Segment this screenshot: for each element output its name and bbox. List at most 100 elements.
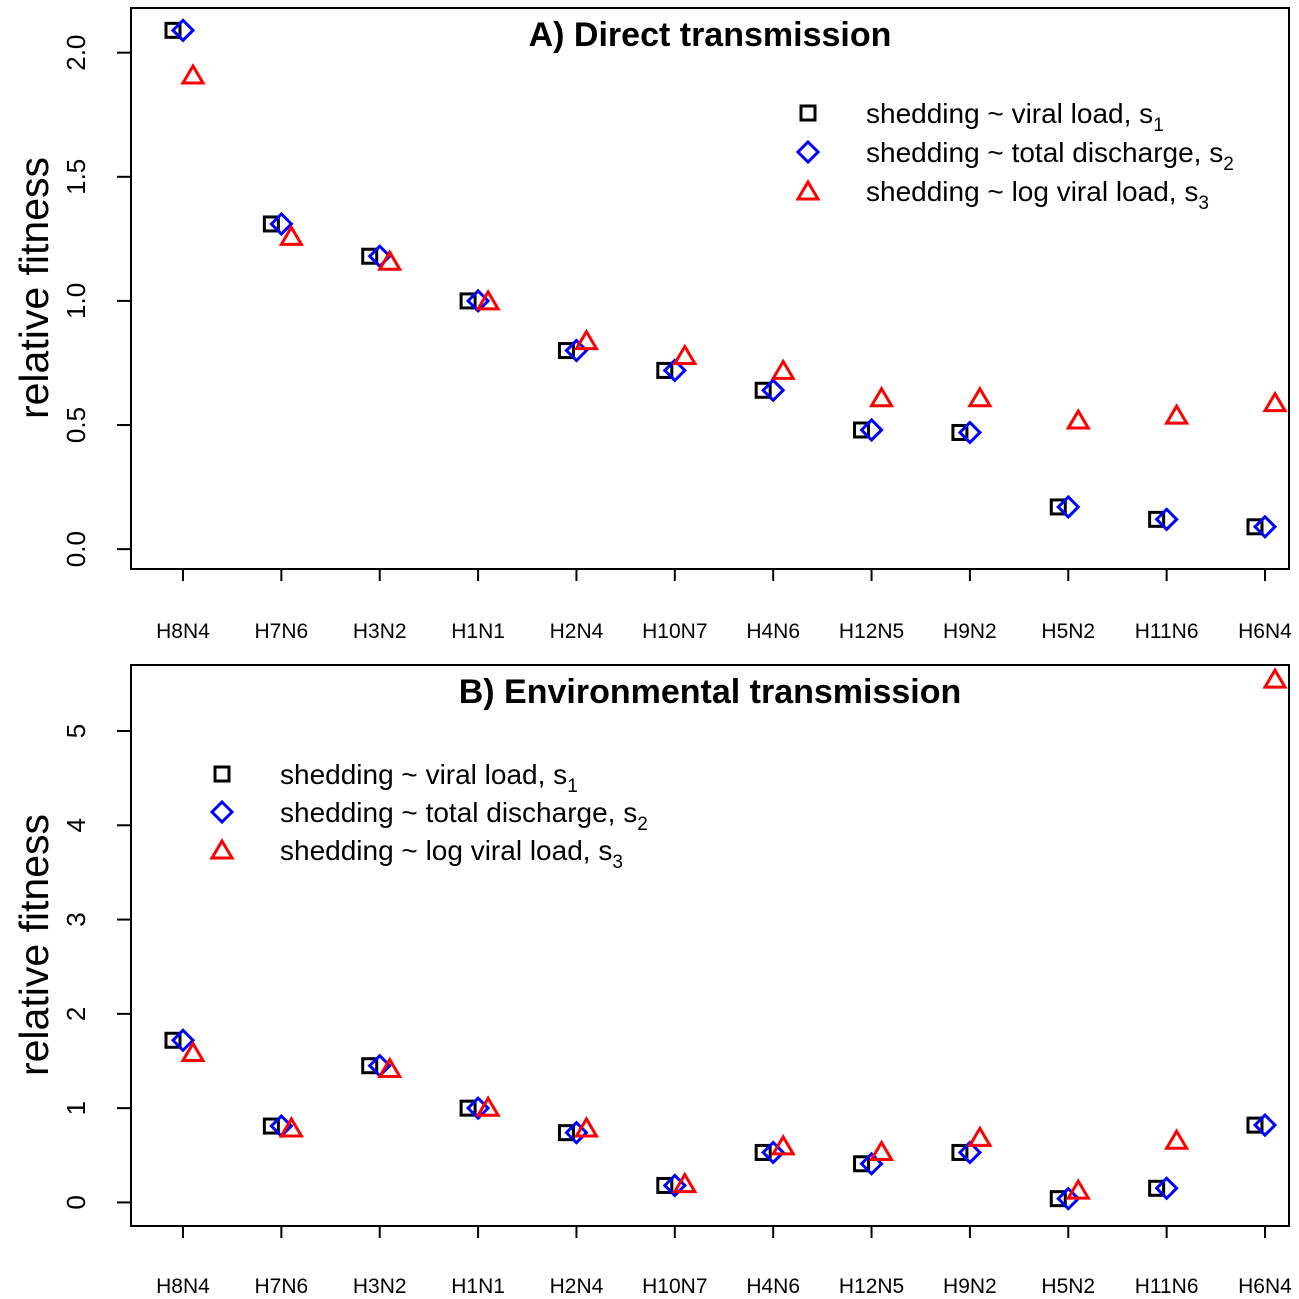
- legend-marker-triangle: [795, 179, 821, 201]
- legend-label: shedding ~ total discharge, s2: [866, 137, 1234, 175]
- y-tick-label: 1: [61, 1101, 91, 1115]
- legend-label-subscript: 2: [1223, 154, 1234, 175]
- legend-label-subscript: 1: [567, 776, 578, 797]
- point-triangle-H7N6: [278, 224, 304, 246]
- point-triangle-H3N2: [377, 249, 403, 271]
- point-square-H8N4: [164, 21, 182, 39]
- point-triangle-H9N2: [967, 385, 993, 408]
- point-triangle-H8N4: [180, 1040, 206, 1063]
- point-diamond-H9N2: [957, 420, 983, 445]
- point-square-H6N4: [1246, 1116, 1264, 1134]
- legend-label-subscript: 3: [1198, 193, 1209, 214]
- x-tick-label: H12N5: [839, 620, 904, 643]
- point-triangle-H12N5: [868, 1139, 895, 1162]
- y-tick-label: 4: [61, 818, 91, 832]
- y-tick-label: 0.5: [61, 407, 91, 443]
- legend-label: shedding ~ viral load, s1: [866, 98, 1164, 136]
- point-triangle-H12N5: [868, 385, 895, 408]
- point-triangle-H5N2: [1065, 1178, 1091, 1200]
- legend-label-text: shedding ~ log viral load, s: [866, 176, 1198, 207]
- point-diamond-H3N2: [367, 244, 392, 269]
- point-triangle-H7N6: [278, 1115, 304, 1138]
- point-diamond-H2N4: [564, 1120, 589, 1145]
- y-axis-label: relative fitness: [11, 814, 57, 1076]
- data-points: [164, 18, 1288, 539]
- legend-marker-square: [213, 765, 231, 783]
- data-points: [164, 667, 1288, 1211]
- legend-label: shedding ~ log viral load, s3: [866, 176, 1209, 214]
- x-tick-label: H1N1: [451, 1275, 505, 1298]
- x-tick-label: H7N6: [255, 620, 309, 643]
- point-square-H5N2: [1049, 1190, 1067, 1208]
- x-tick-label: H1N1: [451, 620, 505, 643]
- point-triangle-H1N1: [475, 288, 501, 311]
- panel-direct-transmission: A) Direct transmission relative fitness …: [11, 7, 1292, 643]
- point-square-H10N7: [656, 361, 674, 379]
- point-square-H10N7: [656, 1176, 674, 1194]
- point-triangle-H5N2: [1065, 408, 1091, 430]
- x-tick-label: H2N4: [550, 1275, 604, 1298]
- point-diamond-H11N6: [1154, 1176, 1179, 1201]
- x-tick-label: H5N2: [1041, 1275, 1095, 1298]
- point-diamond-H11N6: [1154, 507, 1179, 532]
- point-triangle-H1N1: [475, 1095, 501, 1117]
- point-square-H9N2: [951, 1143, 969, 1161]
- y-tick-label: 5: [61, 724, 91, 738]
- point-triangle-H4N6: [770, 358, 796, 380]
- y-tick-label: 0: [61, 1195, 91, 1209]
- point-triangle-H2N4: [573, 1115, 600, 1138]
- legend-label-text: shedding ~ viral load, s: [280, 759, 567, 790]
- y-tick-label: 0.0: [61, 531, 91, 567]
- x-tick-label: H3N2: [353, 620, 407, 643]
- point-triangle-H8N4: [180, 63, 206, 85]
- legend-label-text: shedding ~ total discharge, s: [866, 137, 1223, 168]
- x-tick-label: H6N4: [1238, 1275, 1292, 1298]
- x-tick-label: H11N6: [1135, 620, 1199, 643]
- point-triangle-H10N7: [672, 343, 698, 366]
- point-diamond-H4N6: [761, 1140, 786, 1165]
- point-diamond-H7N6: [269, 211, 294, 237]
- point-square-H9N2: [951, 423, 969, 441]
- x-tick-label: H9N2: [943, 620, 997, 643]
- point-square-H3N2: [361, 247, 379, 265]
- plot-frame: [130, 664, 1290, 1227]
- x-tick-label: H4N6: [746, 620, 800, 643]
- point-diamond-H8N4: [170, 1028, 196, 1053]
- x-tick-label: H8N4: [156, 1275, 210, 1298]
- y-tick-label: 1.5: [61, 159, 91, 195]
- y-axis: 0 1 2 3 4 5: [61, 724, 132, 1210]
- point-square-H7N6: [262, 215, 280, 233]
- x-tick-label: H11N6: [1135, 1275, 1199, 1298]
- point-triangle-H6N4: [1262, 667, 1288, 689]
- x-tick-label: H10N7: [642, 620, 707, 643]
- legend-marker-square: [799, 104, 817, 122]
- y-axis: 0.0 0.5 1.0 1.5 2.0: [61, 35, 132, 567]
- x-tick-label: H3N2: [353, 1275, 407, 1298]
- point-square-H1N1: [459, 1099, 477, 1117]
- legend-label: shedding ~ total discharge, s2: [280, 797, 648, 835]
- point-square-H8N4: [164, 1031, 182, 1049]
- x-tick-label: H4N6: [746, 1275, 800, 1298]
- chart-title: A) Direct transmission: [529, 16, 892, 54]
- x-axis: H8N4 H7N6 H3N2 H1N1 H2N4 H10N7 H4N6 H12N5 H9N2 H5…: [156, 568, 1292, 643]
- legend-marker-diamond: [209, 799, 235, 825]
- point-square-H1N1: [459, 292, 477, 310]
- point-triangle-H10N7: [672, 1171, 698, 1194]
- point-square-H2N4: [557, 1124, 575, 1142]
- x-tick-label: H5N2: [1041, 620, 1095, 643]
- legend-label-text: shedding ~ total discharge, s: [280, 797, 637, 828]
- legend-marker-triangle: [209, 838, 235, 860]
- x-axis: H8N4 H7N6 H3N2 H1N1 H2N4 H10N7 H4N6 H12N5 H9N2 H5…: [156, 1225, 1292, 1298]
- y-axis-label: relative fitness: [11, 157, 57, 419]
- x-tick-label: H6N4: [1238, 620, 1292, 643]
- x-tick-label: H9N2: [943, 1275, 997, 1298]
- y-tick-label: 2: [61, 1007, 91, 1021]
- x-tick-label: H12N5: [839, 1275, 904, 1298]
- point-diamond-H5N2: [1056, 1186, 1081, 1211]
- point-square-H11N6: [1148, 510, 1166, 528]
- point-diamond-H5N2: [1056, 494, 1081, 520]
- legend-label-subscript: 2: [637, 814, 648, 835]
- point-diamond-H9N2: [957, 1140, 983, 1165]
